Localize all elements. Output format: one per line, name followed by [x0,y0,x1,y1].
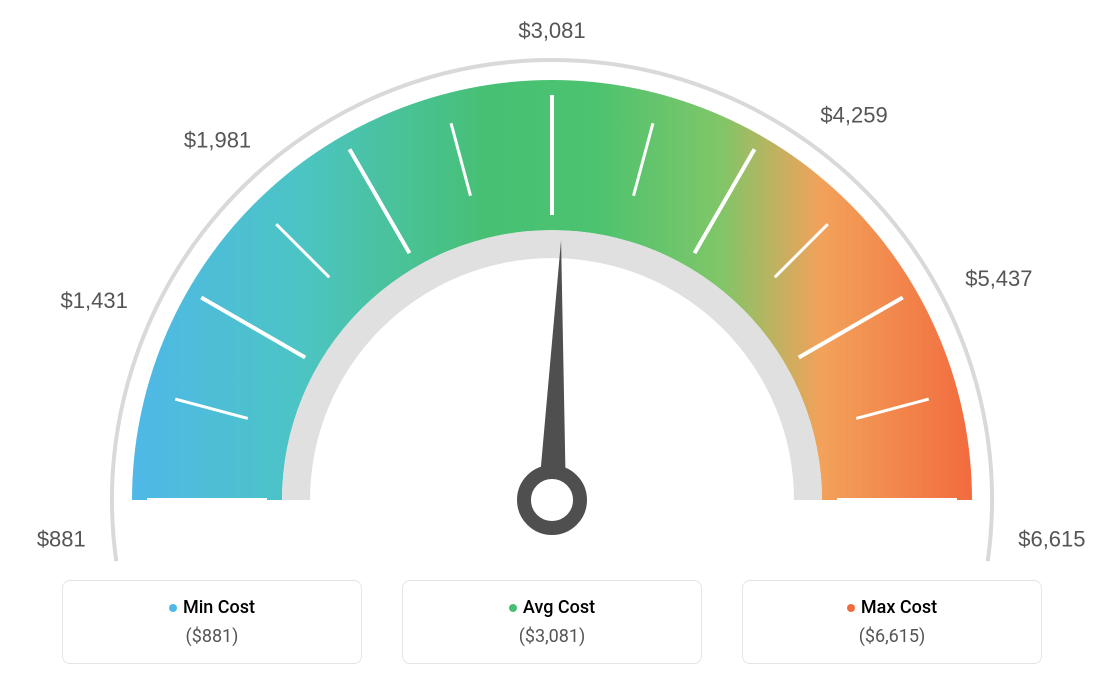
legend-dot-min [169,604,177,612]
svg-text:$1,431: $1,431 [61,288,128,313]
legend-text-min: Min Cost [183,597,255,618]
legend-value-max: ($6,615) [743,626,1041,647]
legend-value-avg: ($3,081) [403,626,701,647]
gauge-svg: $881 $1,431 $1,981 $3,081 $4,259 $5,437 $6,615 [0,10,1104,570]
svg-text:$3,081: $3,081 [518,18,585,43]
legend-label-max: Max Cost [743,597,1041,618]
legend: Min Cost ($881) Avg Cost ($3,081) Max Co… [0,580,1104,664]
legend-label-avg: Avg Cost [403,597,701,618]
svg-text:$881: $881 [37,527,86,552]
legend-text-avg: Avg Cost [523,597,595,618]
legend-dot-max [847,604,855,612]
cost-gauge-chart: $881 $1,431 $1,981 $3,081 $4,259 $5,437 $6,615… [0,0,1104,690]
svg-text:$5,437: $5,437 [965,266,1032,291]
legend-item-avg: Avg Cost ($3,081) [402,580,702,664]
legend-item-max: Max Cost ($6,615) [742,580,1042,664]
legend-text-max: Max Cost [861,597,937,618]
legend-dot-avg [509,604,517,612]
legend-value-min: ($881) [63,626,361,647]
gauge-area: $881 $1,431 $1,981 $3,081 $4,259 $5,437 $6,615 [0,10,1104,570]
legend-label-min: Min Cost [63,597,361,618]
svg-text:$6,615: $6,615 [1018,527,1085,552]
svg-text:$1,981: $1,981 [184,127,251,152]
legend-item-min: Min Cost ($881) [62,580,362,664]
svg-text:$4,259: $4,259 [820,102,887,127]
